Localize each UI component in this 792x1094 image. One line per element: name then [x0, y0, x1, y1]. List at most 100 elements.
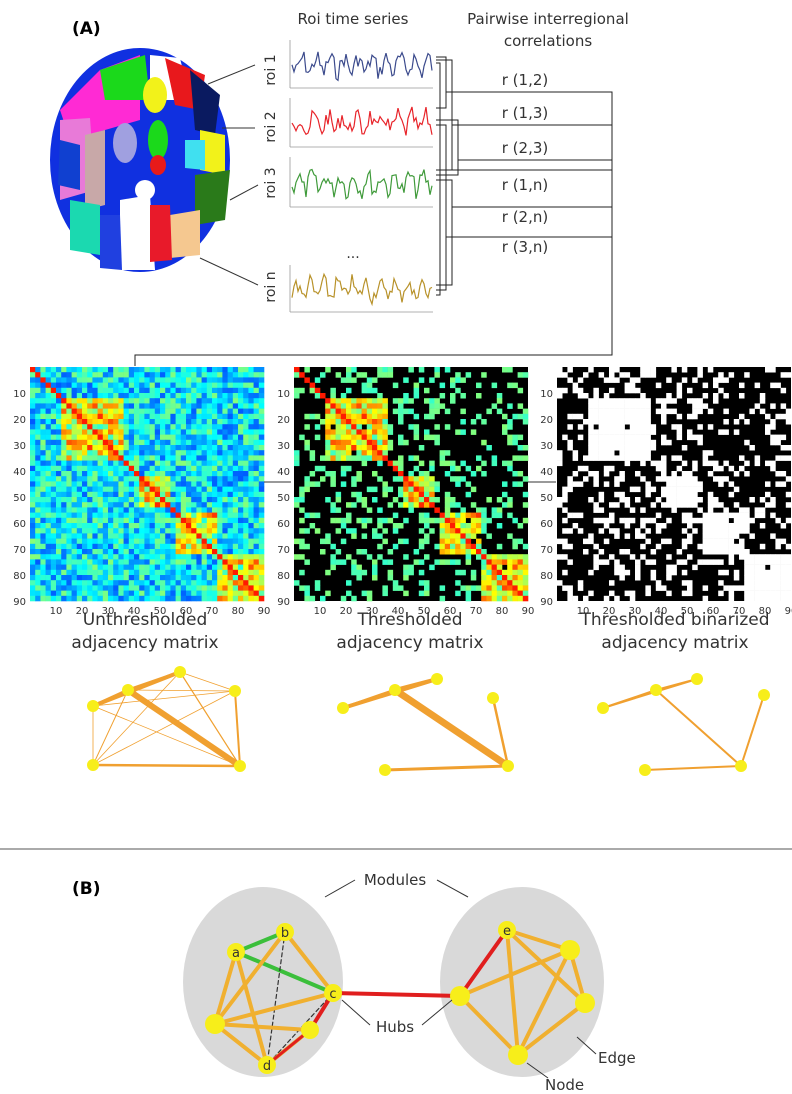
matrix-cell	[134, 372, 140, 378]
matrix-cell	[108, 450, 114, 456]
matrix-cell	[102, 512, 109, 519]
matrix-cell	[387, 517, 394, 524]
matrix-cell	[655, 460, 662, 467]
matrix-cell	[707, 491, 714, 498]
matrix-cell	[522, 455, 529, 461]
matrix-cell	[40, 429, 46, 435]
matrix-cell	[372, 377, 378, 383]
matrix-cell	[175, 413, 182, 420]
matrix-cell	[191, 507, 197, 513]
matrix-cell	[491, 460, 498, 467]
matrix-cell	[486, 575, 492, 581]
matrix-cell	[718, 481, 724, 487]
matrix-cell	[398, 460, 404, 467]
matrix-cell	[40, 538, 46, 545]
matrix-cell	[366, 408, 373, 415]
matrix-cell	[113, 372, 119, 378]
matrix-cell	[113, 512, 119, 519]
matrix-cell	[243, 465, 249, 472]
panel-b-label: (B)	[72, 879, 101, 899]
matrix-cell	[128, 486, 135, 493]
matrix-cell	[160, 564, 166, 571]
matrix-cell	[61, 403, 67, 409]
matrix-cell	[361, 450, 368, 456]
matrix-cell	[40, 450, 46, 456]
matrix-cell	[118, 367, 124, 373]
matrix-cell	[562, 372, 568, 378]
matrix-cell	[713, 559, 719, 565]
matrix-cell	[134, 538, 140, 545]
matrix-cell	[744, 595, 750, 602]
matrix-cell	[372, 434, 378, 441]
matrix-cell	[450, 465, 456, 472]
matrix-cell	[35, 486, 41, 493]
matrix-cell	[66, 408, 72, 415]
matrix-cell	[206, 439, 213, 446]
matrix-cell	[666, 554, 672, 560]
matrix-cell	[97, 429, 104, 435]
matrix-cell	[450, 523, 456, 529]
matrix-cell	[522, 590, 529, 597]
matrix-cell	[382, 455, 388, 461]
matrix-cell	[377, 543, 383, 550]
matrix-cell	[97, 590, 104, 597]
matrix-cell	[645, 434, 651, 441]
matrix-cell	[212, 476, 218, 482]
matrix-cell	[645, 491, 651, 498]
matrix-cell	[486, 590, 492, 597]
matrix-cell	[697, 481, 703, 487]
matrix-cell	[227, 398, 234, 404]
matrix-cell	[222, 377, 228, 383]
matrix-cell	[765, 575, 771, 581]
matrix-cell	[770, 419, 776, 425]
matrix-cell	[340, 439, 347, 446]
matrix-cell	[206, 523, 213, 529]
corr-label-6: r (3,n)	[502, 238, 548, 256]
matrix-cell	[35, 460, 41, 467]
matrix-cell	[502, 413, 508, 420]
matrix-cell	[102, 538, 109, 545]
matrix-cell	[92, 372, 98, 378]
matrix-cell	[113, 517, 119, 524]
matrix-cell	[149, 585, 156, 591]
matrix-cell	[56, 377, 62, 383]
matrix-cell	[522, 445, 529, 451]
matrix-cell	[502, 481, 508, 487]
matrix-cell	[320, 419, 326, 425]
matrix-cell	[294, 450, 300, 456]
matrix-y-tick: 70	[13, 545, 26, 556]
matrix-cell	[206, 595, 213, 602]
matrix-cell	[603, 445, 610, 451]
matrix-cell	[45, 533, 52, 539]
matrix-cell	[160, 387, 166, 394]
matrix-cell	[50, 549, 57, 555]
matrix-cell	[170, 585, 176, 591]
matrix-cell	[258, 528, 265, 534]
matrix-cell	[30, 491, 36, 498]
matrix-cell	[71, 481, 78, 487]
matrix-cell	[154, 491, 161, 498]
matrix-cell	[713, 549, 719, 555]
matrix-cell	[82, 497, 88, 503]
matrix-cell	[609, 590, 615, 597]
matrix-cell	[71, 533, 78, 539]
matrix-cell	[243, 393, 249, 399]
matrix-cell	[392, 497, 399, 503]
matrix-cell	[217, 512, 223, 519]
matrix-cell	[56, 471, 62, 477]
matrix-cell	[522, 413, 529, 420]
matrix-cell	[160, 393, 166, 399]
matrix-cell	[361, 434, 368, 441]
matrix-cell	[253, 372, 260, 378]
matrix-cell	[232, 575, 239, 581]
matrix-cell	[128, 408, 135, 415]
matrix-cell	[154, 413, 161, 420]
matrix-cell	[128, 429, 135, 435]
matrix-cell	[123, 502, 130, 508]
matrix-cell	[593, 445, 599, 451]
matrix-cell	[186, 445, 192, 451]
matrix-cell	[232, 559, 239, 565]
matrix-cell	[113, 471, 119, 477]
matrix-cell	[624, 387, 631, 394]
matrix-cell	[681, 486, 688, 493]
